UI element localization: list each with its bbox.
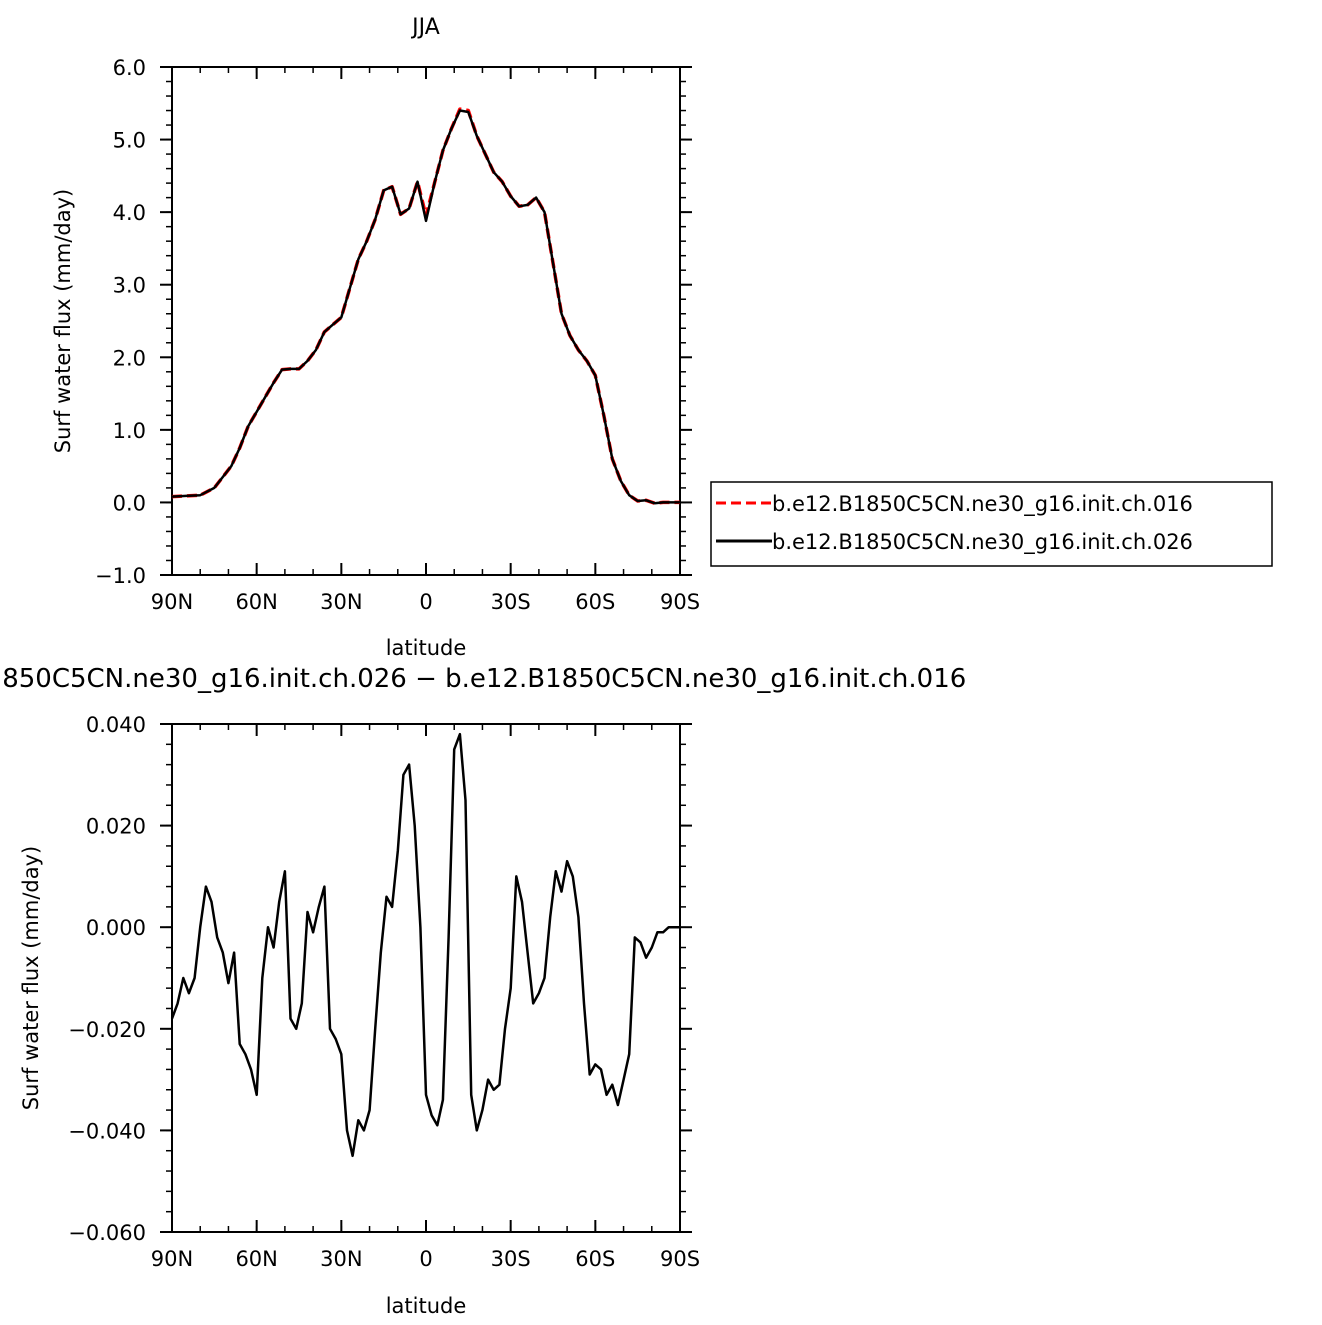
lower-y-tick-label: 0.020 xyxy=(86,815,146,839)
lower-x-axis-label: latitude xyxy=(386,1294,467,1318)
upper-y-axis-label: Surf water flux (mm/day) xyxy=(51,189,75,454)
lower-x-tick-label: 90S xyxy=(660,1247,700,1271)
lower-series-line-solid xyxy=(170,732,680,1158)
lower-y-tick-label: 0.040 xyxy=(86,713,146,737)
upper-series-line-dashed xyxy=(171,107,680,505)
lower-x-tick-label: 60S xyxy=(575,1247,615,1271)
lower-x-tick-label: 60N xyxy=(235,1247,277,1271)
upper-chart-panel: JJA 90N 60N 30N 0 30S 60S 90S 6.0 5.0 4.0 3.0 2.0 1.… xyxy=(51,15,1273,660)
lower-y-axis-label: Surf water flux (mm/day) xyxy=(19,846,43,1111)
upper-y-tick-label: 5.0 xyxy=(113,129,146,153)
upper-series-line-solid xyxy=(171,109,680,505)
upper-y-tick-label: 3.0 xyxy=(113,274,146,298)
legend-box xyxy=(710,481,1273,567)
lower-chart-title: b.e12.B1850C5CN.ne30_g16.init.ch.026 − b… xyxy=(0,664,966,694)
lower-axis-ticks: 90N 60N 30N 0 30S 60S 90S 0.040 0.020 0.000 −0.020… xyxy=(68,713,700,1271)
lower-y-tick-label: −0.060 xyxy=(68,1221,146,1245)
upper-y-tick-label: 0.0 xyxy=(113,491,146,515)
legend-label-026: b.e12.B1850C5CN.ne30_g16.init.ch.026 xyxy=(772,530,1193,555)
upper-y-tick-label: 1.0 xyxy=(113,419,146,443)
lower-y-tick-label: −0.020 xyxy=(68,1018,146,1042)
lower-x-tick-label: 30N xyxy=(320,1247,362,1271)
upper-series-layer xyxy=(171,107,680,505)
lower-chart-panel: b.e12.B1850C5CN.ne30_g16.init.ch.026 − b… xyxy=(0,664,966,1318)
lower-x-tick-label: 0 xyxy=(419,1247,432,1271)
upper-y-tick-label: −1.0 xyxy=(95,564,146,588)
lower-plot-frame xyxy=(171,723,681,1233)
lower-y-tick-label: −0.040 xyxy=(68,1119,146,1143)
upper-x-tick-label: 30N xyxy=(320,590,362,614)
upper-y-tick-label: 2.0 xyxy=(113,346,146,370)
upper-chart-title: JJA xyxy=(410,15,440,40)
upper-x-tick-label: 30S xyxy=(491,590,531,614)
legend-label-016: b.e12.B1850C5CN.ne30_g16.init.ch.016 xyxy=(772,492,1193,517)
upper-x-tick-label: 60N xyxy=(235,590,277,614)
lower-y-tick-label: 0.000 xyxy=(86,916,146,940)
lower-x-tick-label: 90N xyxy=(151,1247,193,1271)
upper-plot-frame xyxy=(171,66,681,576)
legend: b.e12.B1850C5CN.ne30_g16.init.ch.016 b.e… xyxy=(710,481,1273,567)
upper-x-tick-label: 90N xyxy=(151,590,193,614)
upper-x-axis-label: latitude xyxy=(386,636,467,660)
upper-x-tick-label: 0 xyxy=(419,590,432,614)
lower-x-tick-label: 30S xyxy=(491,1247,531,1271)
upper-y-tick-label: 4.0 xyxy=(113,201,146,225)
lower-series-layer xyxy=(170,732,680,1158)
upper-x-tick-label: 60S xyxy=(575,590,615,614)
upper-y-tick-label: 6.0 xyxy=(113,56,146,80)
upper-x-tick-label: 90S xyxy=(660,590,700,614)
upper-axis-ticks: 90N 60N 30N 0 30S 60S 90S 6.0 5.0 4.0 3.0 2.0 1.0 0.0… xyxy=(95,56,700,614)
